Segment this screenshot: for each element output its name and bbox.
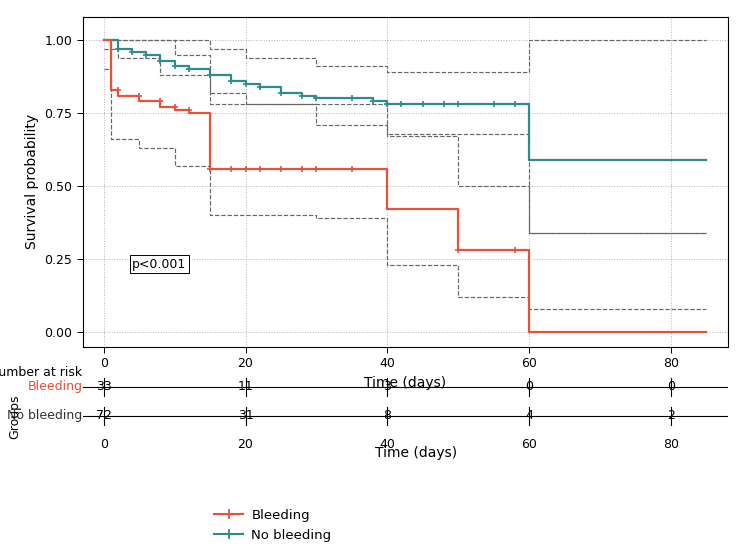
Text: 4: 4 — [525, 409, 533, 423]
Text: 8: 8 — [383, 409, 392, 423]
Text: 60: 60 — [521, 438, 537, 451]
Text: 72: 72 — [96, 409, 112, 423]
Text: 0: 0 — [525, 380, 533, 394]
Text: 40: 40 — [380, 438, 395, 451]
Text: 31: 31 — [238, 409, 254, 423]
Text: 11: 11 — [238, 380, 254, 394]
Legend: Bleeding, No bleeding: Bleeding, No bleeding — [209, 504, 337, 547]
Text: 0: 0 — [100, 438, 108, 451]
Text: Groups: Groups — [8, 394, 22, 439]
Text: 3: 3 — [383, 380, 392, 394]
Text: 20: 20 — [238, 438, 254, 451]
Text: 0: 0 — [667, 380, 675, 394]
Text: No bleeding: No bleeding — [8, 409, 82, 423]
Text: 33: 33 — [96, 380, 112, 394]
Text: p<0.001: p<0.001 — [132, 258, 186, 271]
Text: 2: 2 — [667, 409, 675, 423]
Text: 80: 80 — [663, 438, 679, 451]
Text: Bleeding: Bleeding — [28, 380, 82, 394]
Text: Number at risk: Number at risk — [0, 366, 82, 379]
Y-axis label: Survival probability: Survival probability — [25, 114, 38, 249]
X-axis label: Time (days): Time (days) — [364, 376, 446, 390]
Text: Time (days): Time (days) — [374, 446, 457, 460]
